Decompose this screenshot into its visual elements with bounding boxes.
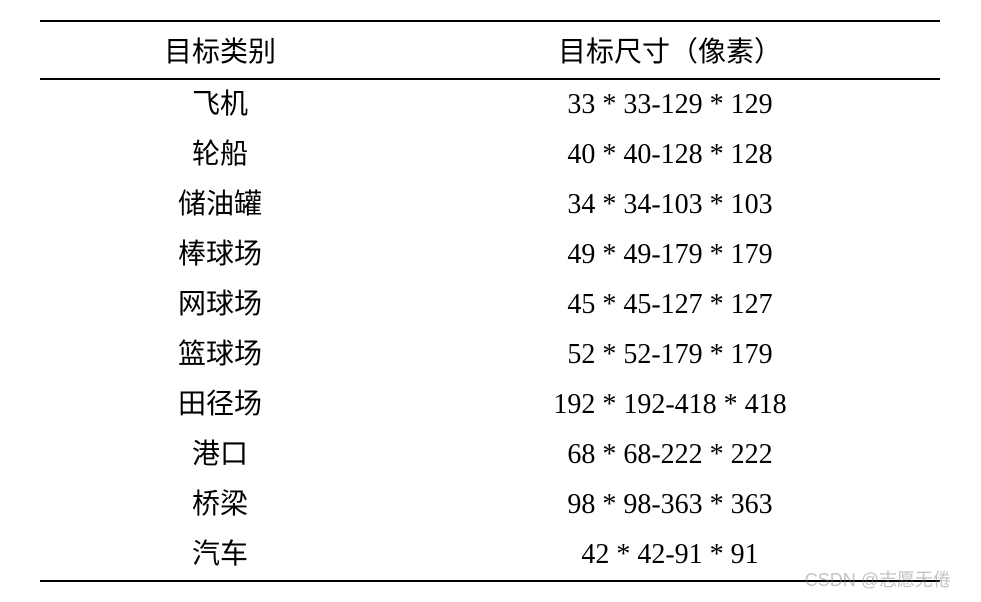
col-header-size: 目标尺寸（像素） [400,21,940,79]
table-row: 飞机 33 * 33-129 * 129 [40,79,940,130]
table-row: 田径场 192 * 192-418 * 418 [40,380,940,430]
cell-category: 港口 [40,430,400,480]
cell-category: 汽车 [40,530,400,581]
table-row: 篮球场 52 * 52-179 * 179 [40,330,940,380]
cell-size: 49 * 49-179 * 179 [400,230,940,280]
cell-category: 储油罐 [40,180,400,230]
cell-size: 42 * 42-91 * 91 [400,530,940,581]
target-size-table: 目标类别 目标尺寸（像素） 飞机 33 * 33-129 * 129 轮船 40… [40,20,940,582]
table-row: 汽车 42 * 42-91 * 91 [40,530,940,581]
table-row: 网球场 45 * 45-127 * 127 [40,280,940,330]
table-row: 港口 68 * 68-222 * 222 [40,430,940,480]
cell-category: 篮球场 [40,330,400,380]
cell-category: 棒球场 [40,230,400,280]
table-row: 轮船 40 * 40-128 * 128 [40,130,940,180]
cell-size: 98 * 98-363 * 363 [400,480,940,530]
cell-size: 192 * 192-418 * 418 [400,380,940,430]
cell-size: 45 * 45-127 * 127 [400,280,940,330]
cell-category: 飞机 [40,79,400,130]
table-row: 储油罐 34 * 34-103 * 103 [40,180,940,230]
cell-size: 68 * 68-222 * 222 [400,430,940,480]
cell-category: 桥梁 [40,480,400,530]
cell-category: 田径场 [40,380,400,430]
table-row: 桥梁 98 * 98-363 * 363 [40,480,940,530]
table-row: 棒球场 49 * 49-179 * 179 [40,230,940,280]
cell-category: 轮船 [40,130,400,180]
cell-category: 网球场 [40,280,400,330]
col-header-category: 目标类别 [40,21,400,79]
cell-size: 34 * 34-103 * 103 [400,180,940,230]
cell-size: 40 * 40-128 * 128 [400,130,940,180]
cell-size: 52 * 52-179 * 179 [400,330,940,380]
cell-size: 33 * 33-129 * 129 [400,79,940,130]
table-header-row: 目标类别 目标尺寸（像素） [40,21,940,79]
